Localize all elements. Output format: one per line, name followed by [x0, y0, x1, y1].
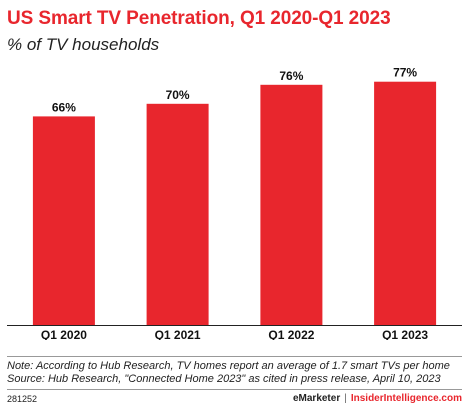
chart-subtitle: % of TV households [7, 35, 160, 54]
bar-q1-2023 [374, 81, 437, 325]
x-tick-label: Q1 2023 [382, 328, 428, 340]
note-line: Note: According to Hub Research, TV home… [7, 360, 450, 372]
brand-separator: | [344, 393, 347, 404]
bar-q1-2022 [260, 84, 323, 325]
bar-q1-2021 [146, 103, 209, 325]
x-tick-label: Q1 2020 [41, 328, 87, 340]
source-line: Source: Hub Research, "Connected Home 20… [7, 373, 441, 385]
partner-name: InsiderIntelligence.com [350, 393, 462, 404]
chart-title: US Smart TV Penetration, Q1 2020-Q1 2023 [7, 8, 391, 29]
bar-chart: 66% Q1 2020 70% Q1 2021 76% Q1 2022 77% Q1 2023 [7, 66, 462, 340]
chart-id: 281252 [7, 394, 38, 404]
note-divider [7, 356, 462, 357]
footer-brand: eMarketer | InsiderIntelligence.com [293, 393, 462, 404]
bar-q1-2020 [32, 116, 95, 326]
chart-note: Note: According to Hub Research, TV home… [7, 360, 450, 386]
bar-value-label: 66% [52, 100, 76, 114]
bar-value-label: 77% [393, 66, 417, 80]
brand-name: eMarketer [292, 393, 341, 404]
footer-divider [7, 389, 462, 390]
bar-value-label: 76% [279, 69, 303, 83]
bar-value-label: 70% [166, 88, 190, 102]
x-tick-label: Q1 2021 [155, 328, 201, 340]
x-tick-label: Q1 2022 [268, 328, 314, 340]
